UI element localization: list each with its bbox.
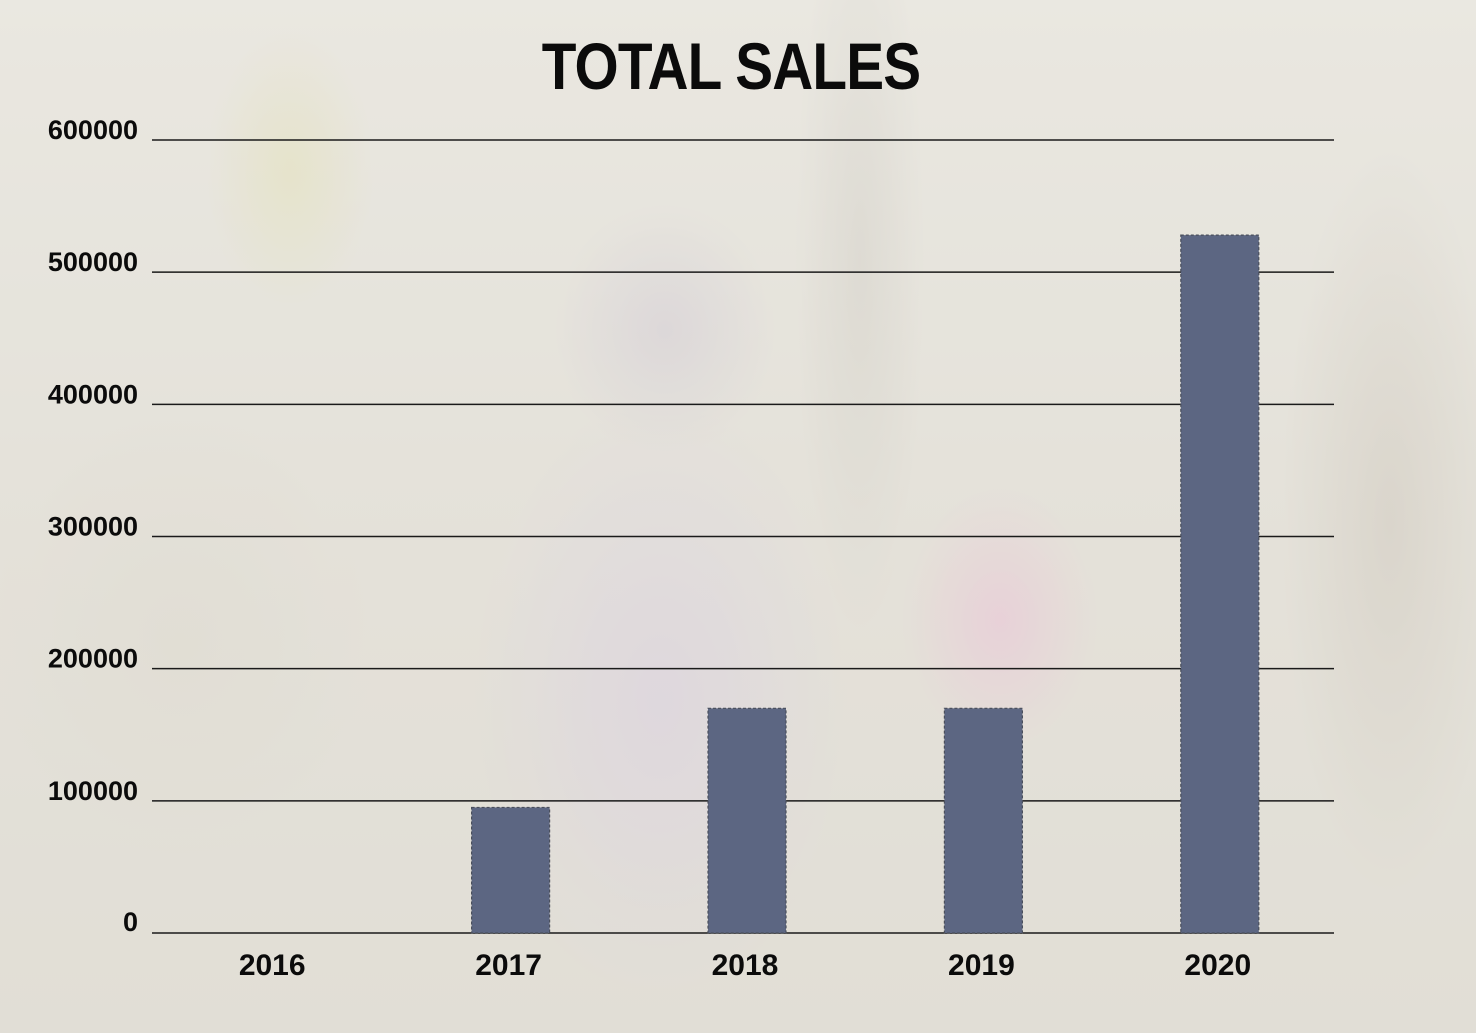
x-tick-label-2016: 2016 (239, 949, 306, 982)
chart-title: TOTAL SALES (541, 29, 921, 103)
x-tick-label-2020: 2020 (1184, 949, 1251, 982)
y-tick-label: 500000 (48, 247, 138, 277)
x-tick-label-2019: 2019 (948, 949, 1015, 982)
y-tick-label: 300000 (48, 512, 138, 542)
y-tick-label: 100000 (48, 776, 138, 806)
y-tick-label: 0 (123, 907, 138, 937)
bar-2019 (943, 707, 1024, 934)
bar-2020 (1180, 234, 1260, 934)
y-tick-label: 200000 (48, 644, 138, 674)
x-tick-label-2018: 2018 (712, 949, 779, 982)
grid-lines (152, 139, 1334, 934)
x-tick-label-2017: 2017 (475, 949, 542, 982)
y-tick-label: 400000 (48, 379, 138, 409)
bar-2018 (707, 707, 787, 934)
bar-2017 (471, 806, 551, 934)
x-axis-tick-labels: 2016 2017 2018 2019 2020 (239, 949, 1251, 982)
y-axis-tick-labels: 0 100000 200000 300000 400000 500000 600000 (48, 115, 138, 937)
y-tick-label: 600000 (48, 115, 138, 145)
bars (471, 234, 1260, 934)
